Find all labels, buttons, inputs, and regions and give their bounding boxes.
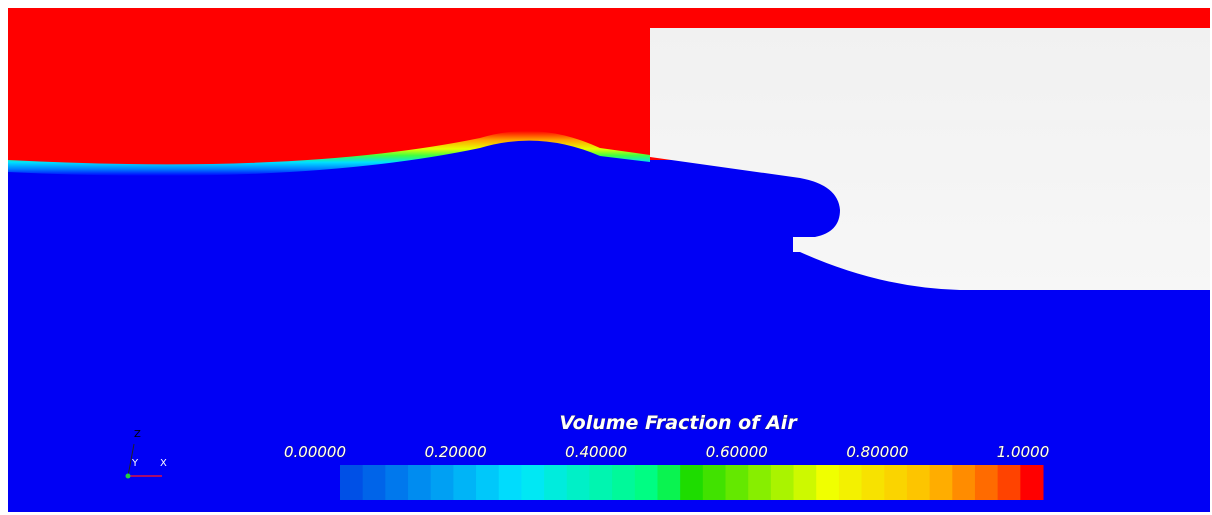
colorbar-segment — [476, 465, 500, 500]
colorbar-segment — [974, 465, 999, 500]
colorbar-segment — [861, 465, 885, 500]
colorbar-tick-label: 0.20000 — [425, 443, 487, 461]
colorbar-segment — [385, 465, 409, 500]
colorbar-segment — [997, 465, 1021, 500]
colorbar-segment — [816, 465, 840, 500]
colorbar-segment — [702, 465, 727, 500]
colorbar-segment — [362, 465, 386, 500]
z-label: Z — [134, 429, 141, 440]
colorbar-segment — [770, 465, 795, 500]
colorbar-tick-label: 1.0000 — [997, 443, 1050, 461]
colorbar-segment — [906, 465, 931, 500]
colorbar-tick-label: 0.80000 — [846, 443, 908, 461]
colorbar-segment — [498, 465, 522, 500]
colorbar-segment — [884, 465, 908, 500]
colorbar-segment — [838, 465, 863, 500]
colorbar-segment — [340, 465, 364, 500]
colorbar-segment — [544, 465, 568, 500]
free-surface — [8, 130, 650, 176]
origin — [125, 473, 131, 479]
z-axis — [127, 443, 135, 477]
colorbar-segment — [725, 465, 749, 500]
colorbar-segment — [521, 465, 545, 500]
colorbar-segment — [657, 465, 681, 500]
hull — [650, 28, 1210, 290]
colorbar-tick-label: 0.60000 — [706, 443, 768, 461]
colorbar-segment — [566, 465, 590, 500]
colorbar-segment — [453, 465, 477, 500]
colorbar-segment — [680, 465, 704, 500]
colorbar-segment — [589, 465, 613, 500]
colorbar-segment — [430, 465, 454, 500]
x-label: X — [160, 458, 167, 469]
colorbar-segment — [952, 465, 976, 500]
colorbar-tick-label: 0.40000 — [565, 443, 627, 461]
axes-triad: Z Y X — [125, 429, 167, 479]
colorbar-title: Volume Fraction of Air — [559, 412, 798, 434]
colorbar-segment — [748, 465, 772, 500]
y-label: Y — [131, 458, 139, 469]
colorbar-segment — [1020, 465, 1044, 500]
colorbar-segment — [612, 465, 636, 500]
colorbar-segment — [929, 465, 953, 500]
colorbar-tick-label: 0.00000 — [284, 443, 346, 461]
colorbar-segment — [408, 465, 432, 500]
colorbar-segment — [634, 465, 658, 500]
colorbar: 0.00000 0.20000 0.40000 0.60000 0.80000 1.000… — [284, 443, 1050, 500]
colorbar-segment — [793, 465, 817, 500]
